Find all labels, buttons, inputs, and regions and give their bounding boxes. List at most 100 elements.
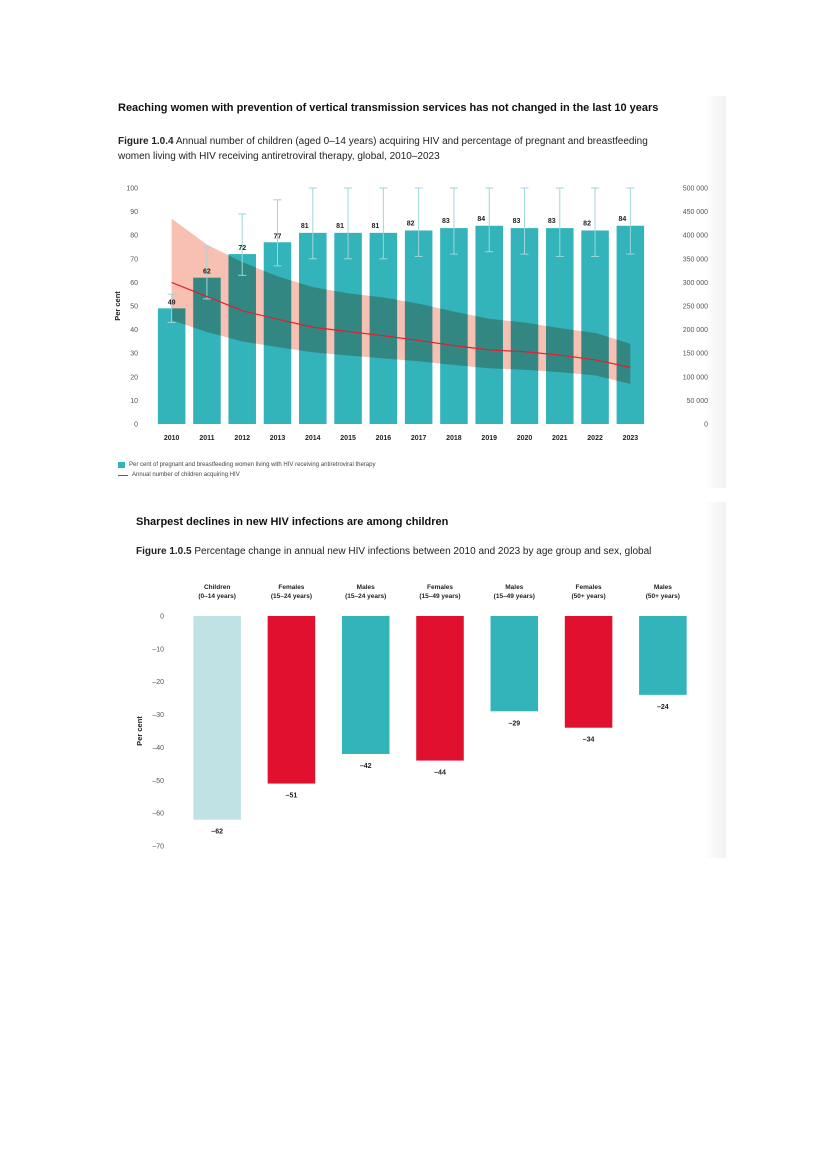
art-coverage-data-label: 82: [583, 220, 591, 227]
y-tick-label: –40: [152, 745, 164, 752]
change-bar: [193, 616, 241, 820]
x-tick-label: 2021: [552, 435, 568, 442]
panel-edge-shade: [704, 96, 726, 488]
art-coverage-data-label: 84: [477, 216, 485, 223]
change-data-label: –29: [508, 720, 520, 727]
y-right-tick-label: 400 000: [683, 233, 708, 240]
change-data-label: –24: [657, 704, 669, 711]
children-infections-uncertainty-band: [171, 218, 631, 384]
art-coverage-bar: [546, 228, 574, 424]
change-data-label: –44: [434, 770, 446, 777]
art-coverage-data-label: 81: [336, 223, 344, 230]
panel-edge-shade: [704, 502, 726, 858]
x-tick-label: 2013: [270, 435, 286, 442]
art-coverage-data-label: 62: [203, 269, 211, 276]
figure-caption: Figure 1.0.4 Annual number of children (…: [118, 134, 678, 164]
figure-1-0-5-panel: Sharpest declines in new HIV infections …: [108, 502, 726, 858]
category-label: Females: [427, 584, 453, 591]
x-tick-label: 2017: [411, 435, 427, 442]
y-tick-label: –50: [152, 778, 164, 785]
art-coverage-data-label: 83: [548, 218, 556, 225]
x-tick-label: 2020: [517, 435, 533, 442]
category-sublabel: (15–24 years): [345, 593, 386, 600]
x-tick-label: 2015: [340, 435, 356, 442]
y-right-tick-label: 450 000: [683, 209, 708, 216]
art-coverage-data-label: 84: [618, 216, 626, 223]
change-data-label: –51: [286, 793, 298, 800]
y-tick-label: 10: [130, 398, 138, 405]
y-tick-label: 50: [130, 304, 138, 311]
category-sublabel: (0–14 years): [198, 593, 236, 600]
art-coverage-data-label: 82: [407, 220, 415, 227]
y-right-tick-label: 150 000: [683, 351, 708, 358]
y-tick-label: –20: [152, 679, 164, 686]
change-bar: [490, 616, 539, 712]
y-right-tick-label: 100 000: [683, 374, 708, 381]
category-label: Males: [505, 584, 523, 591]
art-coverage-data-label: 81: [301, 223, 309, 230]
y-right-tick-label: 250 000: [683, 304, 708, 311]
y-axis-title: Per cent: [113, 291, 122, 321]
y-tick-label: –10: [152, 646, 164, 653]
figure-1-0-4-panel: Reaching women with prevention of vertic…: [108, 96, 726, 488]
category-label: Females: [576, 584, 602, 591]
legend-item-art: Per cent of pregnant and breastfeeding w…: [118, 460, 375, 470]
figure-label: Figure 1.0.4: [118, 136, 174, 147]
new-infections-change-chart: 0 –10 –20 –30 –40 –50 –60 –70 Per cent Children (0…: [135, 584, 687, 851]
change-data-label: –62: [211, 829, 223, 836]
category-sublabel: (15–49 years): [494, 593, 535, 600]
y-right-tick-label: 0: [704, 422, 708, 429]
art-coverage-bar: [581, 230, 609, 424]
y-tick-label: 0: [160, 614, 164, 621]
figure-caption-text-2: Percentage change in annual new HIV infe…: [194, 546, 652, 557]
change-bar: [267, 616, 316, 784]
y-tick-label: 80: [130, 233, 138, 240]
legend-item-children: Annual number of children acquiring HIV: [118, 470, 375, 480]
chart-legend: Per cent of pregnant and breastfeeding w…: [118, 460, 375, 480]
x-tick-label: 2012: [234, 435, 250, 442]
y-tick-label: 100: [126, 186, 138, 193]
change-bar: [564, 616, 613, 728]
x-tick-label: 2016: [376, 435, 392, 442]
change-bar: [341, 616, 390, 754]
y-tick-label: –70: [152, 844, 164, 851]
section-heading-2: Sharpest declines in new HIV infections …: [136, 516, 449, 528]
y-tick-label: 30: [130, 351, 138, 358]
y-right-tick-label: 350 000: [683, 256, 708, 263]
y-right-tick-label: 500 000: [683, 186, 708, 193]
change-bar: [639, 616, 687, 695]
y-tick-label: –30: [152, 712, 164, 719]
legend-swatch-bar: [118, 462, 125, 468]
children-infections-line: [171, 281, 631, 368]
change-data-label: –42: [360, 763, 372, 770]
y-tick-label: –60: [152, 811, 164, 818]
x-tick-label: 2014: [305, 435, 321, 442]
art-coverage-bar: [157, 308, 186, 424]
category-sublabel: (50+ years): [646, 593, 680, 600]
y-tick-label: 70: [130, 256, 138, 263]
figure-label-2: Figure 1.0.5: [136, 546, 192, 557]
art-coverage-data-label: 72: [238, 245, 246, 252]
x-tick-label: 2019: [481, 435, 497, 442]
change-bar: [416, 616, 464, 761]
category-sublabel: (50+ years): [571, 593, 605, 600]
y-tick-label: 0: [134, 422, 138, 429]
art-coverage-bar: [616, 225, 645, 424]
change-data-label: –34: [583, 737, 595, 744]
art-coverage-data-label: 83: [442, 218, 450, 225]
y-tick-label: 40: [130, 327, 138, 334]
x-tick-label: 2018: [446, 435, 462, 442]
x-tick-label: 2023: [623, 435, 639, 442]
y-axis-title: Per cent: [135, 716, 144, 746]
y-right-tick-label: 200 000: [683, 327, 708, 334]
x-tick-label: 2022: [587, 435, 603, 442]
art-coverage-data-label: 83: [513, 218, 521, 225]
art-coverage-chart: 0 10 20 30 40 50 60 70 80 90 100 0 50 000 100 000 150 …: [113, 186, 708, 443]
figure-caption-text: Annual number of children (aged 0–14 yea…: [118, 136, 648, 162]
y-tick-label: 20: [130, 374, 138, 381]
category-sublabel: (15–49 years): [419, 593, 460, 600]
x-tick-label: 2010: [164, 435, 180, 442]
category-label: Males: [357, 584, 375, 591]
art-coverage-data-label: 49: [168, 299, 176, 306]
art-coverage-data-label: 77: [274, 233, 282, 240]
